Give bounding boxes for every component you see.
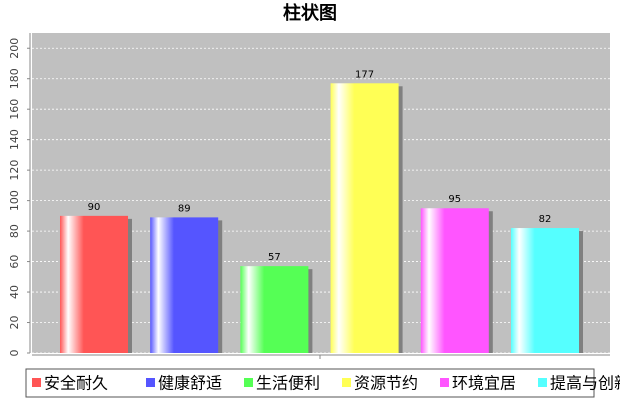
legend-swatch (32, 378, 41, 387)
y-tick-label: 120 (8, 160, 21, 181)
data-label: 95 (448, 194, 461, 205)
bar (60, 215, 128, 353)
y-tick-label: 20 (8, 316, 21, 330)
legend-label: 生活便利 (256, 374, 320, 393)
legend-label: 环境宜居 (452, 374, 516, 393)
data-label: 57 (268, 252, 281, 263)
y-tick-label: 140 (8, 129, 21, 150)
data-label: 89 (178, 203, 191, 214)
legend-label: 健康舒适 (158, 374, 222, 393)
data-label: 177 (355, 69, 374, 80)
y-tick-label: 0 (8, 350, 21, 357)
legend-swatch (538, 378, 547, 387)
legend-swatch (146, 378, 155, 387)
bar (240, 266, 309, 353)
y-tick-label: 200 (8, 38, 21, 59)
y-tick-label: 40 (8, 285, 21, 299)
bar (150, 217, 219, 353)
bar (420, 208, 489, 353)
data-label: 82 (539, 214, 552, 225)
legend-swatch (440, 378, 449, 387)
y-tick-label: 80 (8, 224, 21, 238)
y-tick-label: 100 (8, 190, 21, 211)
y-tick-label: 160 (8, 99, 21, 120)
chart-title: 柱状图 (283, 2, 337, 24)
legend-swatch (342, 378, 351, 387)
legend-swatch (244, 378, 253, 387)
bar (330, 83, 399, 354)
y-tick-label: 60 (8, 255, 21, 269)
legend-label: 安全耐久 (44, 374, 108, 393)
data-label: 90 (88, 202, 101, 213)
legend-label: 资源节约 (354, 374, 418, 393)
bar (511, 228, 579, 353)
legend (25, 368, 595, 398)
legend-label: 提高与创新 (550, 374, 620, 393)
y-tick-label: 180 (8, 68, 21, 89)
